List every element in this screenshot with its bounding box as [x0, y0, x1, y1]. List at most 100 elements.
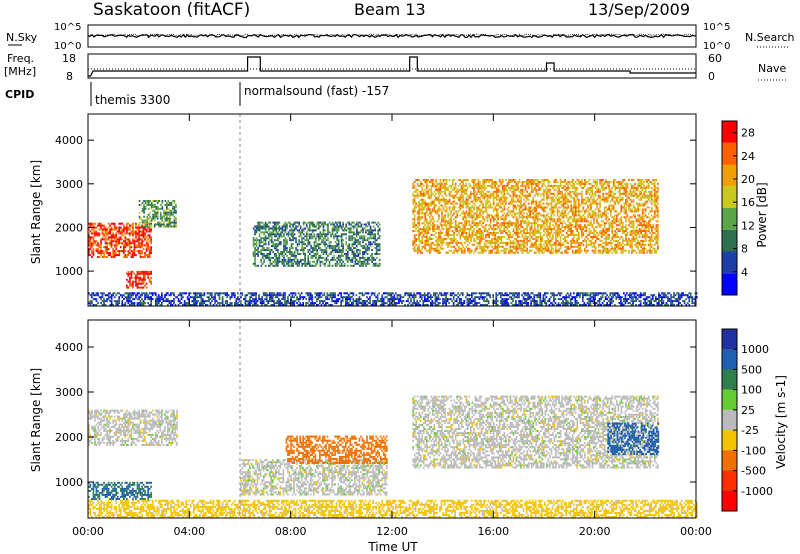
power-echo-cell-3 — [346, 260, 349, 263]
power-echo-cell-4 — [622, 224, 624, 227]
power-echo-cell-0 — [116, 226, 119, 229]
power-echo-cell-4 — [588, 188, 591, 191]
power-echo-cell-3 — [293, 253, 296, 255]
power-echo-cell-4 — [596, 226, 598, 229]
power-echo-cell-4 — [418, 234, 420, 236]
power-echo-cell-2 — [172, 221, 174, 224]
power-echo-cell-4 — [457, 206, 460, 209]
power-echo-cell-3 — [295, 227, 297, 230]
power-echo-cell-4 — [579, 218, 582, 221]
power-echo-cell-4 — [445, 188, 448, 191]
power-echo-cell-4 — [538, 224, 541, 227]
power-echo-cell-3 — [299, 253, 302, 255]
power-echo-cell-4 — [477, 214, 480, 217]
power-echo-cell-3 — [308, 227, 311, 230]
power-echo-cell-3 — [348, 235, 351, 238]
power-echo-cell-2 — [147, 200, 150, 202]
power-echo-cell-2 — [169, 225, 171, 228]
power-echo-cell-4 — [605, 214, 607, 217]
power-echo-cell-2 — [163, 221, 165, 224]
power-echo-cell-4 — [614, 186, 617, 189]
power-echo-cell-4 — [467, 236, 469, 238]
power-echo-cell-2 — [149, 223, 151, 226]
power-echo-cell-3 — [254, 229, 256, 232]
power-echo-cell-3 — [277, 251, 279, 253]
power-echo-cell-4 — [587, 216, 589, 219]
power-echo-cell-4 — [608, 190, 610, 193]
power-echo-cell-4 — [479, 212, 481, 215]
power-echo-cell-1 — [145, 282, 148, 285]
power-echo-cell-4 — [535, 200, 538, 203]
power-echo-cell-4 — [482, 210, 484, 213]
power-echo-cell-4 — [556, 202, 559, 205]
power-echo-cell-3 — [257, 223, 259, 226]
power-echo-cell-0 — [116, 240, 119, 243]
power-echo-cell-4 — [620, 236, 623, 238]
power-echo-cell-4 — [609, 200, 612, 203]
power-echo-cell-4 — [439, 245, 442, 248]
power-echo-cell-4 — [543, 214, 545, 217]
power-echo-cell-2 — [138, 223, 141, 226]
power-echo-cell-3 — [321, 249, 323, 252]
power-echo-cell-4 — [517, 182, 519, 185]
power-echo-cell-4 — [471, 206, 474, 209]
power-echo-cell-2 — [144, 205, 147, 208]
power-echo-cell-3 — [327, 223, 329, 226]
power-echo-cell-3 — [266, 225, 268, 228]
power-echo-cell-3 — [375, 251, 378, 253]
power-echo-cell-4 — [421, 200, 424, 203]
power-echo-cell-4 — [442, 218, 445, 221]
power-echo-cell-0 — [94, 232, 96, 235]
power-echo-cell-4 — [467, 220, 469, 223]
power-echo-cell-4 — [497, 251, 500, 254]
power-echo-cell-4 — [474, 247, 477, 250]
power-echo-cell-1 — [126, 278, 128, 281]
power-echo-cell-3 — [284, 221, 287, 224]
power-echo-cell-3 — [348, 249, 351, 252]
power-echo-cell-3 — [286, 254, 288, 257]
power-echo-cell-0 — [103, 226, 105, 229]
power-echo-cell-4 — [590, 236, 592, 238]
power-echo-cell-3 — [272, 251, 275, 253]
power-echo-cell-4 — [588, 182, 591, 185]
power-echo-cell-4 — [577, 218, 580, 221]
power-echo-cell-0 — [139, 226, 142, 229]
power-echo-cell-0 — [104, 228, 107, 231]
power-echo-cell-4 — [546, 196, 548, 199]
power-echo-cell-4 — [477, 251, 480, 254]
power-echo-cell-4 — [485, 179, 487, 181]
power-echo-cell-4 — [480, 232, 483, 234]
power-echo-cell-4 — [435, 236, 437, 238]
power-echo-cell-4 — [418, 228, 420, 231]
power-echo-cell-4 — [553, 204, 556, 207]
power-echo-cell-0 — [129, 232, 131, 235]
power-echo-cell-4 — [416, 204, 419, 207]
power-echo-cell-4 — [463, 222, 466, 225]
power-echo-cell-3 — [340, 241, 343, 244]
power-echo-cell-4 — [596, 214, 598, 217]
power-echo-cell-3 — [339, 251, 341, 253]
power-echo-cell-4 — [606, 181, 609, 183]
power-echo-cell-3 — [284, 227, 287, 230]
power-echo-cell-3 — [368, 247, 370, 250]
power-echo-cell-4 — [413, 196, 416, 199]
power-echo-cell-4 — [501, 241, 504, 244]
power-echo-cell-4 — [623, 239, 626, 242]
power-echo-cell-4 — [413, 230, 416, 233]
power-echo-cell-4 — [441, 190, 443, 193]
power-echo-cell-4 — [479, 210, 481, 213]
power-echo-cell-3 — [316, 235, 319, 238]
power-echo-cell-1 — [135, 280, 137, 283]
power-echo-cell-3 — [284, 225, 287, 228]
power-echo-cell-4 — [462, 210, 465, 213]
power-echo-cell-4 — [482, 236, 484, 238]
power-echo-cell-4 — [479, 214, 481, 217]
power-echo-cell-4 — [625, 218, 627, 221]
power-echo-cell-4 — [412, 210, 414, 213]
power-echo-cell-4 — [491, 206, 493, 209]
power-echo-cell-4 — [419, 190, 422, 193]
power-echo-cell-4 — [435, 179, 437, 181]
power-echo-cell-4 — [418, 224, 420, 227]
power-echo-cell-4 — [444, 214, 446, 217]
power-echo-cell-4 — [483, 218, 486, 221]
